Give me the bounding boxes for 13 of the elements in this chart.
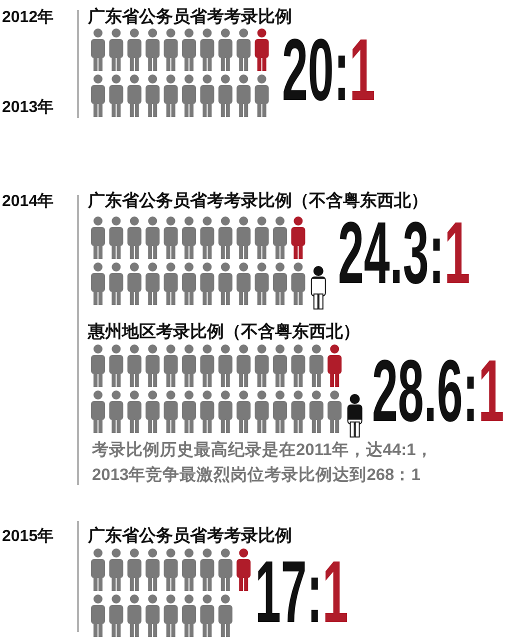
text: 广东省公务员省考考录比例: [87, 526, 292, 545]
text: 2013年: [2, 98, 54, 116]
text: 2012年: [2, 8, 54, 26]
text: 2015年: [2, 527, 54, 545]
text: 惠州地区考录比例（不含粤东西北）: [87, 322, 360, 341]
data-label: 1: [444, 203, 470, 302]
data-label: 1: [322, 542, 348, 641]
data-label: 1: [349, 20, 376, 119]
data-label: 1: [478, 341, 504, 440]
text: 2013年竞争最激烈岗位考录比例达到268：1: [92, 465, 420, 484]
text: 考录比例历史最高纪录是在2011年，达44:1，: [91, 440, 433, 459]
data-label: 28.6:: [372, 341, 478, 440]
text: 2014年: [2, 192, 54, 210]
